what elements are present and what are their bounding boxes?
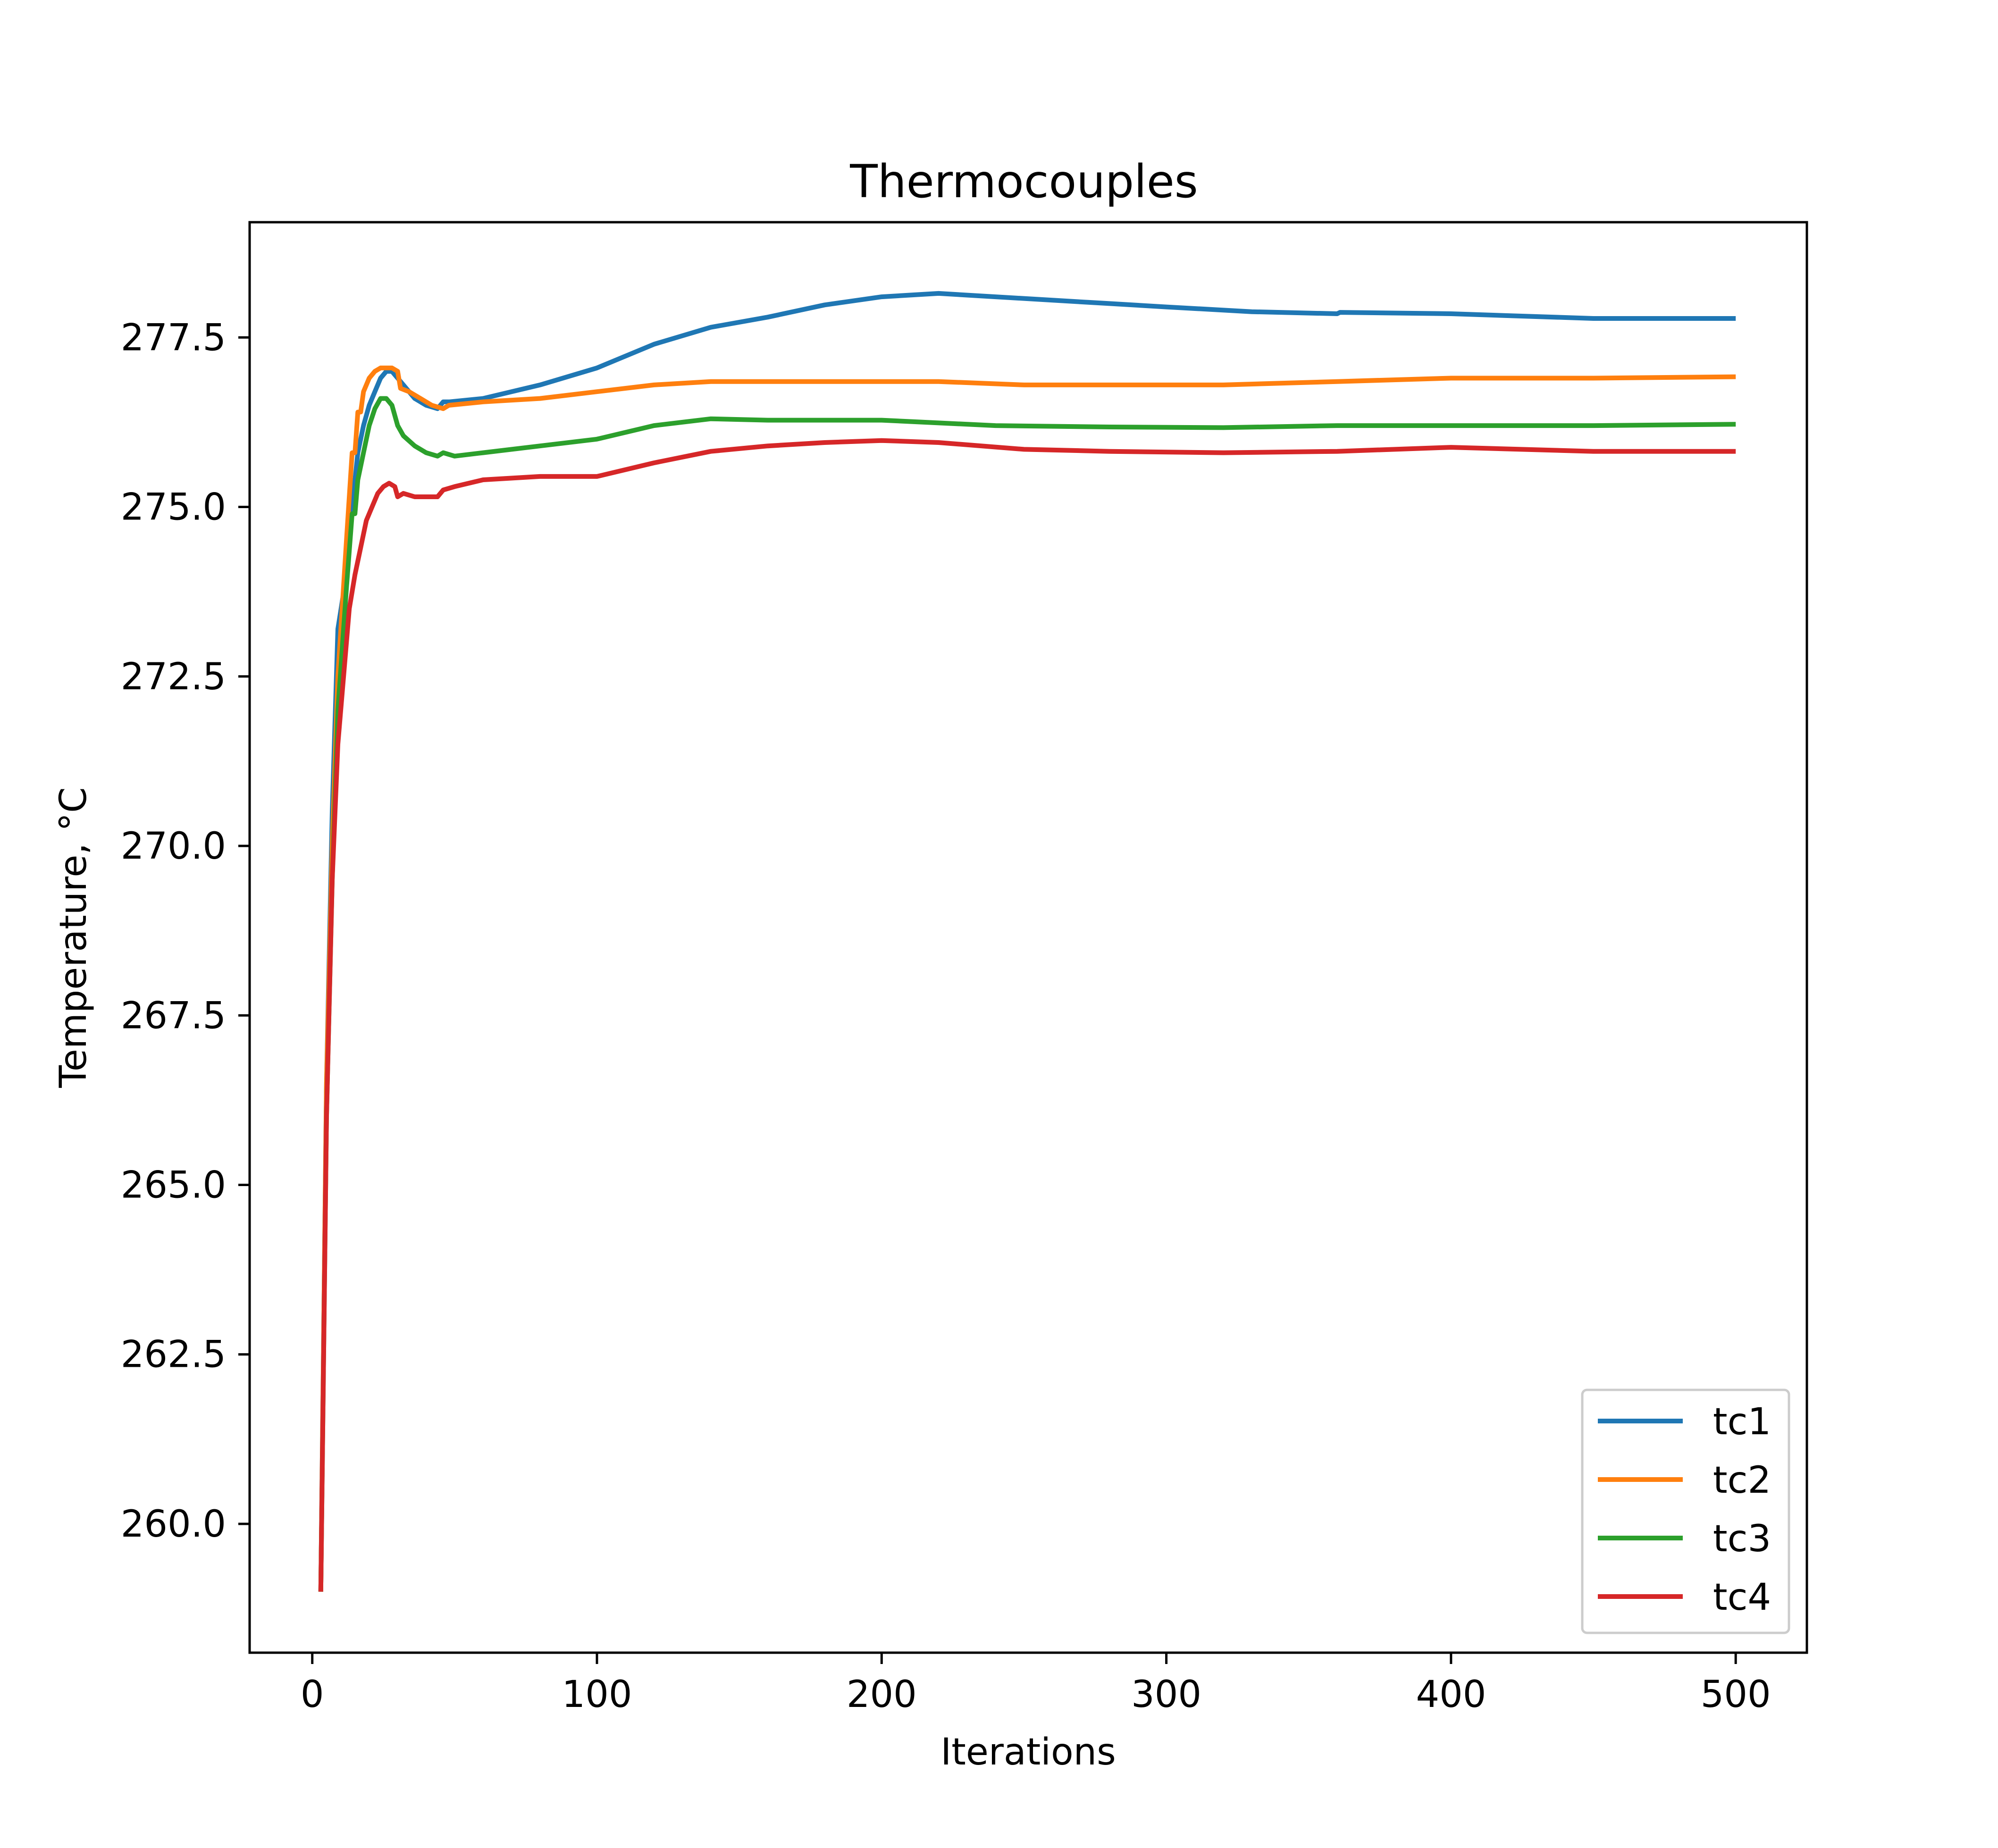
y-tick-label: 270.0 — [121, 825, 226, 868]
y-tick-label: 265.0 — [121, 1164, 226, 1206]
series-layer — [318, 291, 1736, 1592]
y-tick-label: 275.0 — [121, 486, 226, 529]
y-tick-label: 262.5 — [121, 1334, 226, 1376]
chart-title: Thermocouples — [849, 155, 1198, 208]
x-tick-label: 0 — [301, 1673, 324, 1716]
y-tick-label: 267.5 — [121, 995, 226, 1037]
legend-box — [1581, 1388, 1790, 1634]
x-tick-label: 500 — [1701, 1673, 1771, 1716]
legend-label-tc3: tc3 — [1713, 1518, 1771, 1560]
legend-label-tc1: tc1 — [1713, 1401, 1771, 1443]
series-line-tc4 — [318, 438, 1736, 1592]
legend: tc1 tc2 tc3 tc4 — [1581, 1388, 1790, 1634]
legend-label-tc2: tc2 — [1713, 1459, 1771, 1502]
legend-label-tc4: tc4 — [1713, 1576, 1771, 1619]
series-line-tc2 — [318, 365, 1736, 1592]
y-tick-label: 277.5 — [121, 317, 226, 359]
x-axis-label: Iterations — [940, 1731, 1116, 1773]
y-tick-label: 260.0 — [121, 1503, 226, 1546]
plot-frame — [248, 221, 1808, 1654]
x-tick-label: 300 — [1131, 1673, 1201, 1716]
x-tick-label: 400 — [1416, 1673, 1486, 1716]
y-tick-label: 272.5 — [121, 656, 226, 698]
series-line-tc3 — [318, 396, 1736, 1592]
x-tick-label: 200 — [847, 1673, 917, 1716]
legend-entries: tc1 tc2 tc3 tc4 — [1598, 1401, 1771, 1619]
x-axis: 0 100 200 300 400 500 — [301, 1653, 1771, 1716]
y-axis-label: Temperature, °C — [52, 787, 95, 1088]
x-tick-label: 100 — [562, 1673, 632, 1716]
y-axis: 260.0 262.5 265.0 267.5 270.0 272.5 275.0 277.5 — [121, 317, 250, 1546]
series-line-tc1 — [318, 291, 1736, 1592]
